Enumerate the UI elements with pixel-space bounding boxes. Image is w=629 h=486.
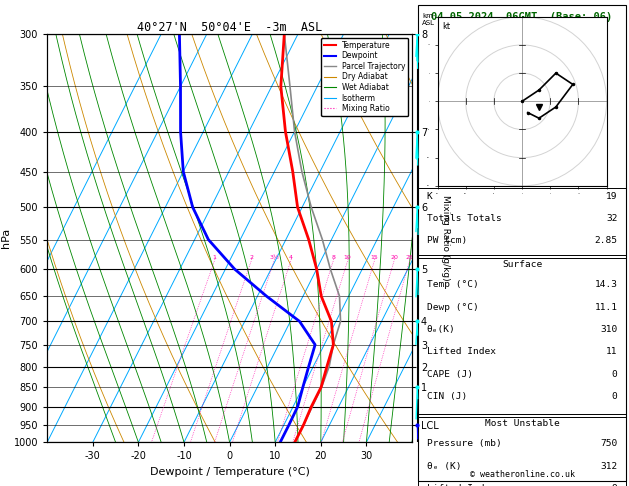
Text: 310: 310 <box>600 325 618 334</box>
Text: 4: 4 <box>289 256 293 260</box>
Text: 11.1: 11.1 <box>594 302 618 312</box>
Text: 750: 750 <box>600 439 618 448</box>
Text: 312: 312 <box>600 462 618 470</box>
Text: © weatheronline.co.uk: © weatheronline.co.uk <box>470 470 574 479</box>
Text: θₑ(K): θₑ(K) <box>426 325 455 334</box>
Text: 0: 0 <box>612 370 618 379</box>
Text: Lifted Index: Lifted Index <box>426 347 496 356</box>
Text: 20: 20 <box>390 256 398 260</box>
Text: Dewp (°C): Dewp (°C) <box>426 302 478 312</box>
Text: 32: 32 <box>606 214 618 223</box>
Bar <box>418 188 626 255</box>
Text: CAPE (J): CAPE (J) <box>426 370 472 379</box>
Text: Totals Totals: Totals Totals <box>426 214 501 223</box>
Text: K: K <box>426 191 432 201</box>
Y-axis label: hPa: hPa <box>1 228 11 248</box>
Bar <box>418 258 626 415</box>
Text: 3½: 3½ <box>269 256 279 260</box>
Text: 19: 19 <box>606 191 618 201</box>
Legend: Temperature, Dewpoint, Parcel Trajectory, Dry Adiabat, Wet Adiabat, Isotherm, Mi: Temperature, Dewpoint, Parcel Trajectory… <box>321 38 408 116</box>
Text: Pressure (mb): Pressure (mb) <box>426 439 501 448</box>
Text: 2.85: 2.85 <box>594 236 618 245</box>
Text: PW (cm): PW (cm) <box>426 236 467 245</box>
Text: Surface: Surface <box>502 260 542 269</box>
Text: 25: 25 <box>406 256 414 260</box>
Text: 2: 2 <box>249 256 253 260</box>
Text: 04.05.2024  06GMT  (Base: 06): 04.05.2024 06GMT (Base: 06) <box>431 12 613 22</box>
Text: Most Unstable: Most Unstable <box>485 419 559 428</box>
Text: Lifted Index: Lifted Index <box>426 484 496 486</box>
Text: CIN (J): CIN (J) <box>426 392 467 401</box>
Text: 11: 11 <box>606 347 618 356</box>
Text: 9: 9 <box>612 484 618 486</box>
Title: 40°27'N  50°04'E  -3m  ASL: 40°27'N 50°04'E -3m ASL <box>137 21 322 34</box>
Text: 10: 10 <box>344 256 352 260</box>
Y-axis label: Mixing Ratio (g/kg): Mixing Ratio (g/kg) <box>441 195 450 281</box>
Bar <box>418 417 626 486</box>
Text: Temp (°C): Temp (°C) <box>426 280 478 289</box>
Text: km
ASL: km ASL <box>422 13 435 26</box>
Text: 14.3: 14.3 <box>594 280 618 289</box>
Text: 15: 15 <box>370 256 379 260</box>
Text: 8: 8 <box>331 256 335 260</box>
X-axis label: Dewpoint / Temperature (°C): Dewpoint / Temperature (°C) <box>150 467 309 477</box>
Text: 0: 0 <box>612 392 618 401</box>
Text: θₑ (K): θₑ (K) <box>426 462 461 470</box>
Text: 1: 1 <box>213 256 216 260</box>
